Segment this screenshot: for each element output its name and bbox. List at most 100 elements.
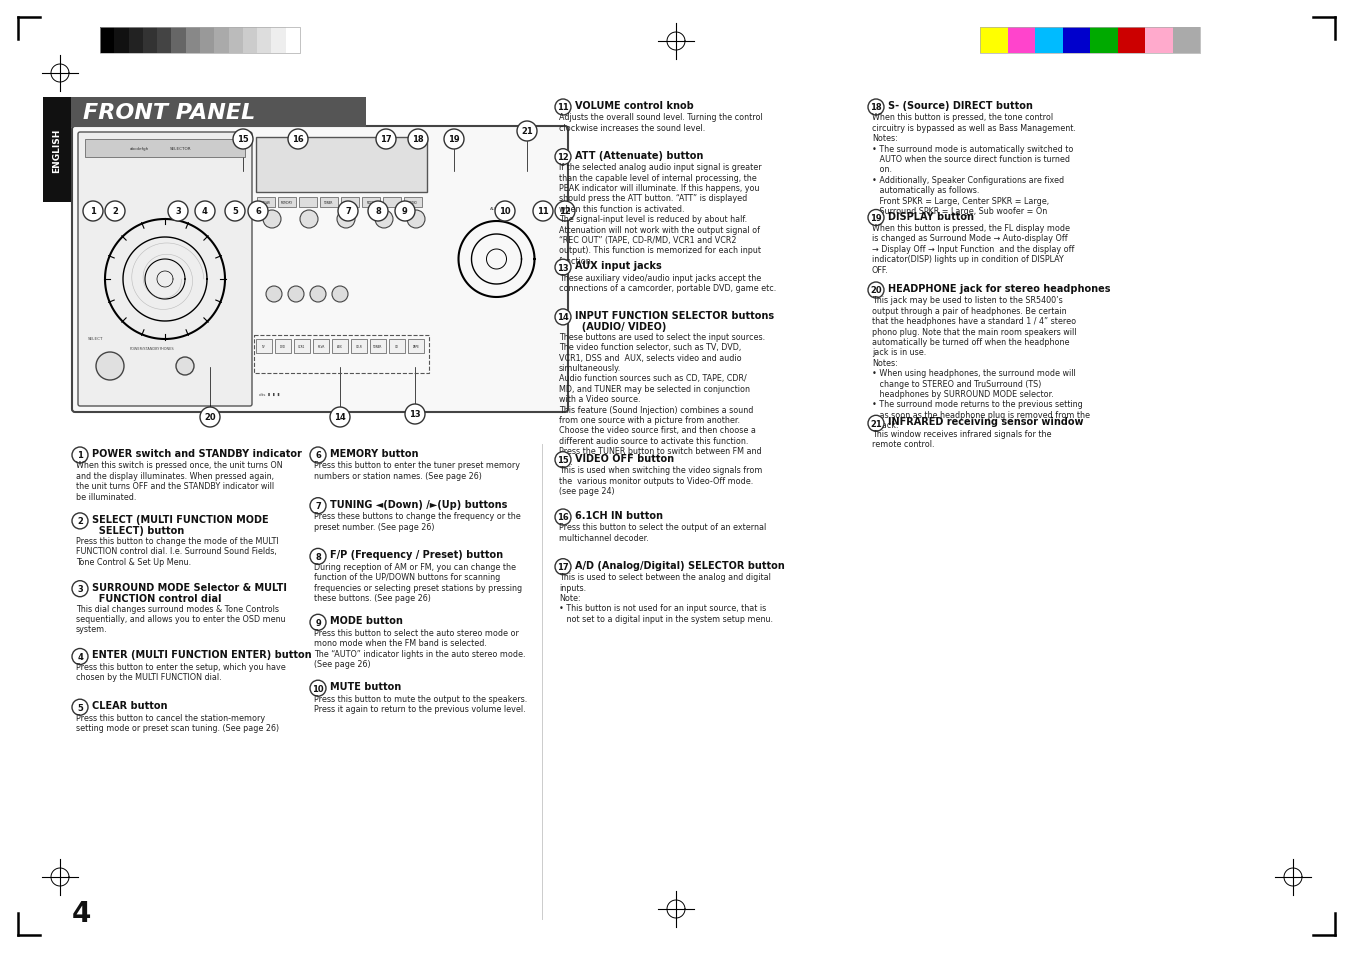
Bar [114, 28, 129, 54]
Text: Press this button to select the auto stereo mode or
mono mode when the FM band i: Press this button to select the auto ste… [314, 628, 525, 668]
Bar [1173, 28, 1200, 54]
Text: MEMORY button: MEMORY button [330, 449, 418, 458]
Circle shape [405, 405, 425, 424]
Text: 12: 12 [559, 208, 571, 216]
Text: 13: 13 [557, 263, 568, 273]
Bar [229, 28, 242, 54]
Bar [143, 28, 157, 54]
Text: If the selected analog audio input signal is greater
than the capable level of i: If the selected analog audio input signa… [559, 163, 762, 266]
Text: When this switch is pressed once, the unit turns ON
and the display illuminates.: When this switch is pressed once, the un… [76, 461, 283, 501]
Text: TUNING ◄(Down) /►(Up) buttons: TUNING ◄(Down) /►(Up) buttons [330, 499, 507, 509]
Text: These buttons are used to select the input sources.
The video function selector,: These buttons are used to select the inp… [559, 333, 766, 466]
Circle shape [83, 202, 103, 222]
Circle shape [262, 211, 281, 229]
Bar [369, 339, 386, 354]
Bar [1035, 28, 1062, 54]
Text: 19: 19 [448, 135, 460, 144]
Text: 13: 13 [409, 410, 421, 419]
Text: abcdefgh: abcdefgh [130, 147, 149, 151]
Text: CD: CD [395, 345, 399, 349]
Text: Press these buttons to change the frequency or the
preset number. (See page 26): Press these buttons to change the freque… [314, 512, 521, 531]
Text: 14: 14 [557, 314, 568, 322]
Circle shape [869, 283, 884, 298]
Bar [43, 98, 70, 203]
Bar [185, 28, 200, 54]
Text: CD-R: CD-R [356, 345, 363, 349]
Circle shape [555, 100, 571, 116]
Bar [1118, 28, 1145, 54]
Bar [350, 339, 367, 354]
Text: 10: 10 [499, 208, 511, 216]
Text: TAPE: TAPE [413, 345, 419, 349]
Text: When this button is pressed, the FL display mode
is changed as Surround Mode → A: When this button is pressed, the FL disp… [871, 224, 1074, 274]
Text: Press this button to mute the output to the speakers.
Press it again to return t: Press this button to mute the output to … [314, 694, 528, 714]
Circle shape [267, 287, 281, 303]
Text: dts  ▮  ▮  ▮: dts ▮ ▮ ▮ [258, 393, 280, 396]
Bar [285, 28, 300, 54]
Text: AUX: AUX [337, 345, 342, 349]
Bar [390, 339, 405, 354]
Bar [1062, 28, 1091, 54]
Circle shape [555, 150, 571, 166]
Bar [980, 28, 1200, 54]
Circle shape [555, 260, 571, 276]
Text: FRONT PANEL: FRONT PANEL [83, 103, 256, 123]
Text: SELECTOR: SELECTOR [170, 147, 192, 151]
Bar [157, 28, 172, 54]
Circle shape [300, 211, 318, 229]
Text: This is used to select between the analog and digital
inputs.
Note:
• This butto: This is used to select between the analo… [559, 573, 773, 623]
Text: During reception of AM or FM, you can change the
function of the UP/DOWN buttons: During reception of AM or FM, you can ch… [314, 562, 522, 602]
Text: 18: 18 [413, 135, 423, 144]
Text: 17: 17 [380, 135, 392, 144]
Circle shape [331, 287, 348, 303]
Bar [275, 339, 291, 354]
Bar [272, 28, 285, 54]
Text: 1: 1 [77, 451, 83, 460]
Text: POWER switch and STANDBY indicator: POWER switch and STANDBY indicator [92, 449, 302, 458]
Text: Press this button to change the mode of the MULTI
FUNCTION control dial. I.e. Su: Press this button to change the mode of … [76, 537, 279, 566]
Text: Press this button to cancel the station-memory
setting mode or preset scan tunin: Press this button to cancel the station-… [76, 713, 279, 732]
Circle shape [869, 100, 884, 116]
Bar [1145, 28, 1173, 54]
Circle shape [375, 211, 392, 229]
Text: 6: 6 [315, 451, 321, 460]
Circle shape [168, 202, 188, 222]
Text: 16: 16 [557, 513, 568, 522]
Text: 7: 7 [315, 501, 321, 511]
Text: Adjusts the overall sound level. Turning the control
clockwise increases the sou: Adjusts the overall sound level. Turning… [559, 113, 763, 132]
Text: 2: 2 [112, 208, 118, 216]
Bar [242, 28, 257, 54]
Text: 3: 3 [175, 208, 181, 216]
Text: INFRARED receiving sensor window: INFRARED receiving sensor window [888, 416, 1084, 427]
Text: S- (Source) DIRECT button: S- (Source) DIRECT button [888, 101, 1032, 111]
Text: 16: 16 [292, 135, 304, 144]
Circle shape [195, 202, 215, 222]
Text: 7: 7 [345, 208, 350, 216]
Circle shape [248, 202, 268, 222]
Bar [341, 198, 359, 208]
Text: 15: 15 [237, 135, 249, 144]
Text: 5: 5 [233, 208, 238, 216]
Bar [294, 339, 310, 354]
Text: RCVR: RCVR [318, 345, 325, 349]
Circle shape [310, 615, 326, 631]
Text: These auxiliary video/audio input jacks accept the
connections of a camcorder, p: These auxiliary video/audio input jacks … [559, 274, 777, 293]
Text: 20: 20 [204, 413, 216, 422]
Circle shape [96, 353, 124, 380]
Text: 6: 6 [256, 208, 261, 216]
Text: 14: 14 [334, 413, 346, 422]
Bar [331, 339, 348, 354]
Text: 21: 21 [870, 419, 882, 428]
Circle shape [444, 130, 464, 150]
Text: 11: 11 [537, 208, 549, 216]
Bar [70, 98, 367, 128]
Text: 1: 1 [91, 208, 96, 216]
Text: When this button is pressed, the tone control
circuitry is bypassed as well as B: When this button is pressed, the tone co… [871, 113, 1076, 216]
Circle shape [869, 416, 884, 432]
Bar [1008, 28, 1035, 54]
Bar [257, 198, 275, 208]
Text: HEADPHONE jack for stereo headphones: HEADPHONE jack for stereo headphones [888, 284, 1111, 294]
Text: 5: 5 [77, 703, 83, 712]
Circle shape [288, 130, 308, 150]
Circle shape [310, 287, 326, 303]
